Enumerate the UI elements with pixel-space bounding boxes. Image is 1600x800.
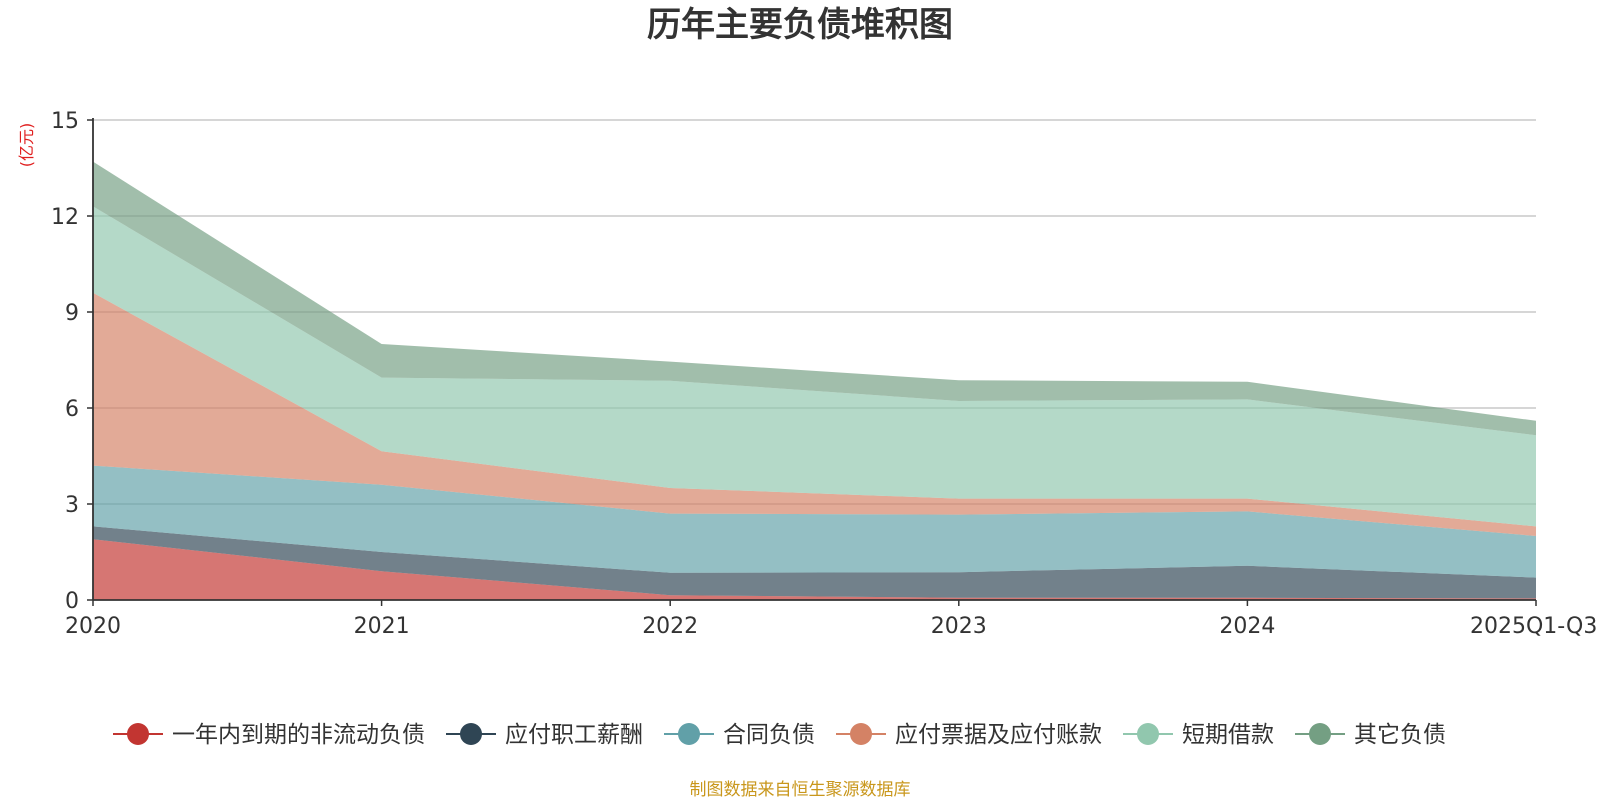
area-应付职工薪酬 — [93, 526, 1536, 599]
area-合同负债 — [93, 465, 1536, 578]
source-note: 制图数据来自恒生聚源数据库 — [690, 780, 911, 800]
area-其它负债 — [93, 161, 1536, 436]
x-tick-label: 2024 — [1219, 614, 1275, 639]
legend-marker — [1309, 723, 1331, 745]
y-tick-label: 9 — [65, 301, 79, 326]
legend-label: 短期借款 — [1182, 722, 1274, 748]
legend-item[interactable]: 一年内到期的非流动负债 — [113, 722, 425, 748]
legend-marker — [127, 723, 149, 745]
legend-label: 一年内到期的非流动负债 — [172, 722, 425, 748]
legend[interactable]: 一年内到期的非流动负债 应付职工薪酬 合同负债 应付票据及应付账款 短期借款 其它负债 — [113, 722, 1446, 748]
area-应付票据及应付账款 — [93, 292, 1536, 536]
legend-item[interactable]: 其它负债 — [1295, 722, 1446, 748]
y-axis-unit: (亿元) — [17, 123, 36, 168]
legend-label: 应付票据及应付账款 — [895, 722, 1102, 748]
y-tick-label: 3 — [65, 493, 79, 518]
legend-item[interactable]: 合同负债 — [664, 722, 815, 748]
area-series — [93, 161, 1536, 600]
legend-item[interactable]: 应付票据及应付账款 — [836, 722, 1102, 748]
y-tick-label: 12 — [51, 205, 79, 230]
legend-item[interactable]: 短期借款 — [1123, 722, 1274, 748]
x-tick-label: 2022 — [642, 614, 698, 639]
legend-marker — [460, 723, 482, 745]
chart-title: 历年主要负债堆积图 — [647, 5, 953, 45]
legend-label: 应付职工薪酬 — [505, 722, 643, 748]
x-tick-label: 2025Q1-Q3 — [1470, 614, 1597, 639]
area-一年内到期的非流动负债 — [93, 539, 1536, 600]
x-tick-label: 2021 — [354, 614, 410, 639]
x-tick-label: 2020 — [65, 614, 121, 639]
legend-label: 其它负债 — [1354, 722, 1446, 748]
legend-marker — [678, 723, 700, 745]
x-tick-label: 2023 — [931, 614, 987, 639]
legend-marker — [850, 723, 872, 745]
y-tick-label: 6 — [65, 397, 79, 422]
legend-marker — [1137, 723, 1159, 745]
legend-label: 合同负债 — [723, 722, 815, 748]
legend-item[interactable]: 应付职工薪酬 — [446, 722, 643, 748]
y-tick-label: 15 — [51, 109, 79, 134]
axes: 0 3 6 9 12 15 2020 2021 2022 2023 2024 2025Q1-Q3 — [51, 109, 1597, 639]
y-tick-label: 0 — [65, 589, 79, 614]
area-短期借款 — [93, 206, 1536, 527]
